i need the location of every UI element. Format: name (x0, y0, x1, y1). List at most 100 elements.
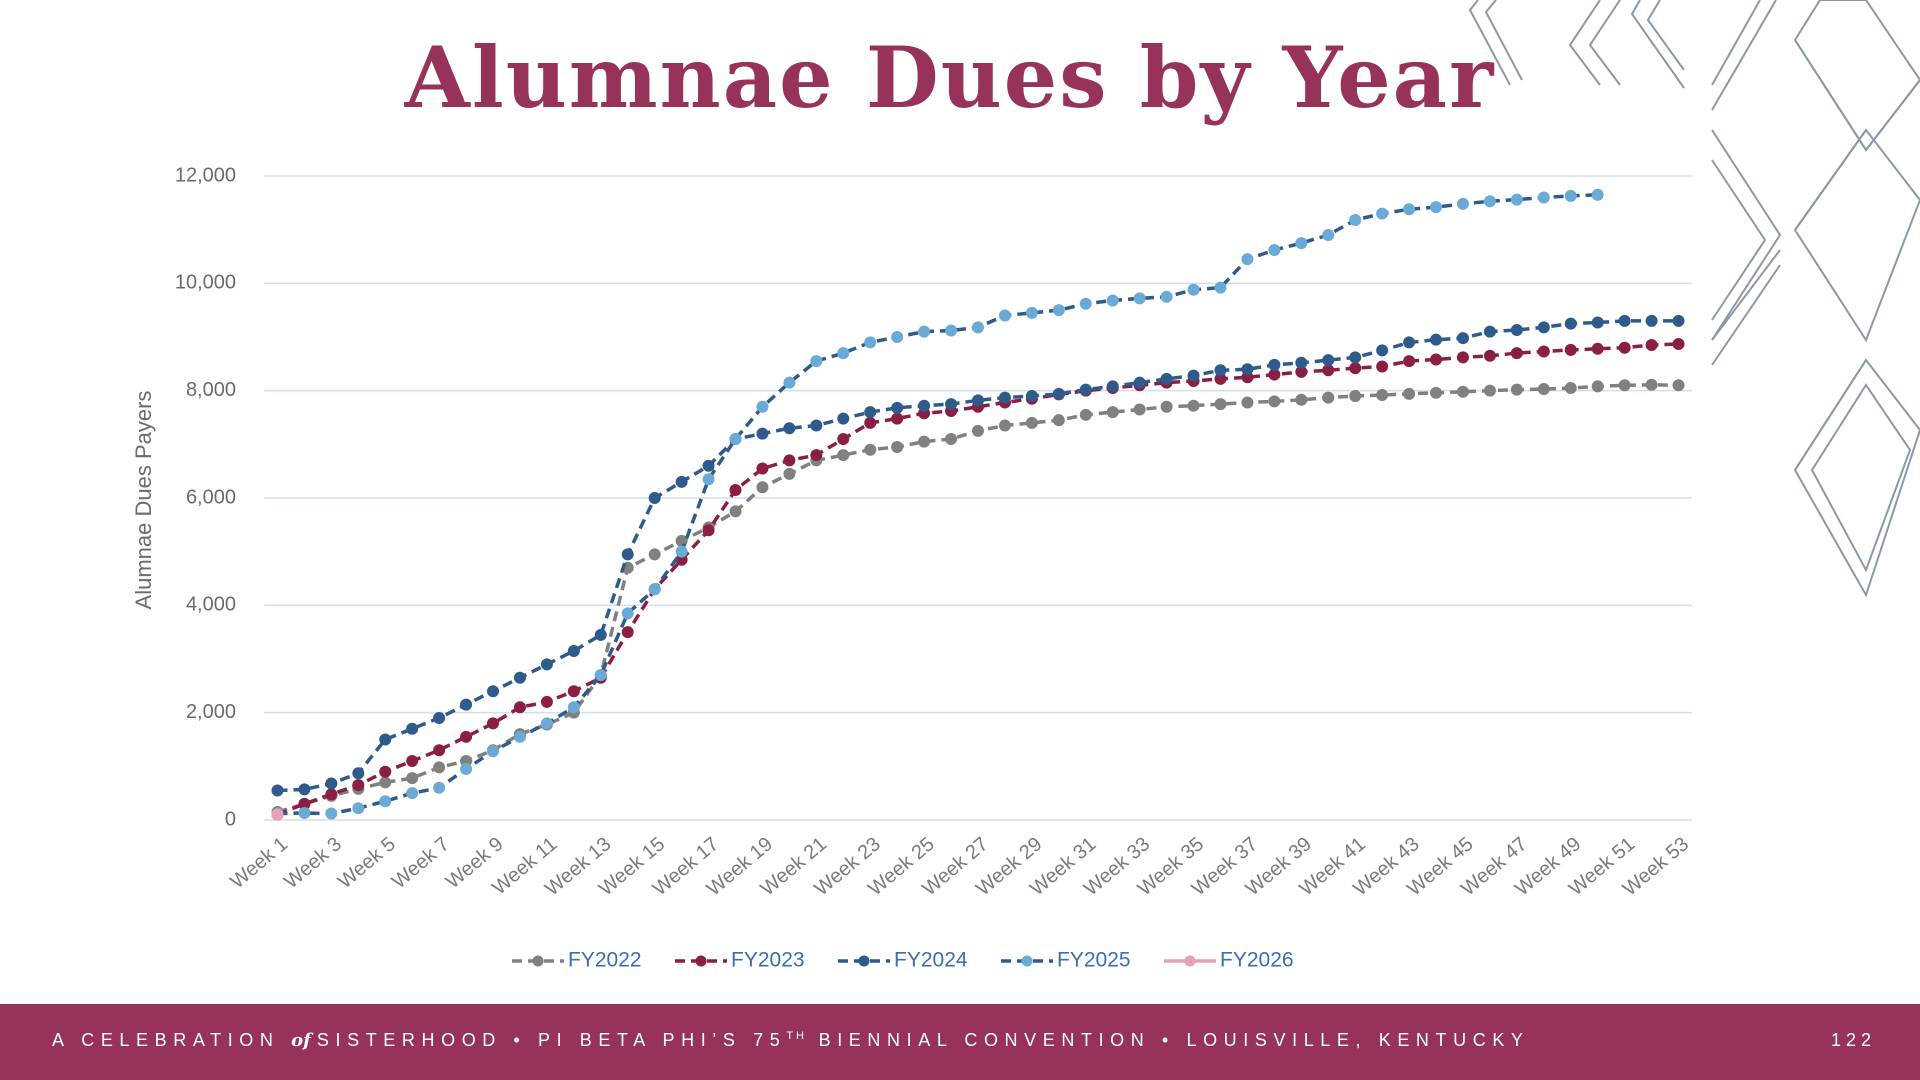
data-point (810, 355, 823, 368)
data-point (1133, 292, 1146, 305)
data-point (1295, 393, 1308, 406)
footer-part: TH (786, 1030, 807, 1042)
data-point (352, 767, 365, 780)
data-point (1214, 364, 1227, 377)
data-point (1564, 343, 1577, 356)
data-point (1483, 384, 1496, 397)
data-point (702, 524, 715, 537)
data-point (918, 325, 931, 338)
legend-marker (695, 955, 707, 967)
series-line (276, 342, 1679, 817)
data-point (487, 717, 500, 730)
data-point (783, 454, 796, 467)
data-point (567, 701, 580, 714)
data-point (379, 795, 392, 808)
series-line (277, 193, 1598, 816)
footer-part: BIENNIAL CONVENTION • LOUISVILLE, KENTUC… (807, 1030, 1530, 1050)
data-point (729, 505, 742, 518)
data-point (1322, 229, 1335, 242)
data-point (756, 400, 769, 413)
data-point (1052, 387, 1065, 400)
slide-title: Alumnae Dues by Year (404, 28, 1496, 127)
footer-part: SISTERHOOD • PI BETA PHI’S 75 (316, 1030, 787, 1050)
footer-part: of (291, 1030, 311, 1051)
data-point (325, 807, 338, 820)
data-point (1510, 193, 1523, 206)
data-point (1241, 363, 1254, 376)
data-point (1052, 414, 1065, 427)
data-point (1376, 388, 1389, 401)
data-point (1591, 316, 1604, 329)
data-point (1618, 314, 1631, 327)
y-tick-label: 8,000 (186, 379, 236, 401)
data-point (406, 787, 419, 800)
data-point (1268, 358, 1281, 371)
data-point (1618, 341, 1631, 354)
data-point (1537, 383, 1550, 396)
data-point (1322, 354, 1335, 367)
data-point (1403, 387, 1416, 400)
data-point (1591, 380, 1604, 393)
legend-label: FY2025 (1057, 949, 1131, 972)
x-tick-label: Week 7 (388, 833, 454, 893)
data-point (945, 398, 958, 411)
data-point (648, 492, 661, 504)
data-point (783, 422, 796, 435)
data-point (648, 548, 661, 561)
data-point (325, 777, 338, 790)
data-point (1349, 390, 1362, 403)
data-point (1241, 253, 1254, 266)
data-point (998, 419, 1011, 432)
chart: Alumnae Dues Payers 0 2,000 4,000 6,000 8,00… (131, 164, 1693, 972)
data-point (487, 745, 500, 758)
data-point (1376, 344, 1389, 357)
data-point (1079, 383, 1092, 396)
data-point (1025, 306, 1038, 319)
data-point (433, 712, 446, 725)
data-point (1510, 324, 1523, 337)
data-point (1322, 364, 1335, 377)
data-point (1160, 400, 1173, 413)
data-point (918, 435, 931, 448)
data-point (540, 658, 553, 671)
data-point (1268, 244, 1281, 257)
data-point (406, 772, 419, 785)
data-point (648, 583, 661, 596)
y-tick-label: 2,000 (186, 701, 236, 723)
data-point (621, 548, 634, 561)
data-point (1376, 207, 1389, 220)
legend-marker (532, 955, 544, 967)
data-point (1214, 281, 1227, 294)
data-point (1241, 396, 1254, 409)
data-point (810, 419, 823, 432)
data-point (433, 781, 446, 794)
data-point (864, 443, 877, 456)
data-point (1106, 380, 1119, 393)
data-point (1645, 378, 1658, 391)
legend-label: FY2023 (731, 949, 805, 972)
data-point (1349, 214, 1362, 227)
data-point (1591, 342, 1604, 355)
data-point (1187, 369, 1200, 382)
y-tick-label: 4,000 (186, 594, 236, 616)
y-tick-label: 12,000 (175, 164, 236, 186)
data-point (1295, 237, 1308, 250)
data-point (810, 449, 823, 462)
data-point (1079, 297, 1092, 310)
data-point (1456, 351, 1469, 364)
data-point (1160, 290, 1173, 303)
data-point (352, 779, 365, 792)
data-point (621, 607, 634, 620)
data-point (1322, 391, 1335, 404)
data-point (756, 462, 769, 475)
data-point (1430, 201, 1443, 214)
data-point (918, 399, 931, 412)
series-line (277, 319, 1679, 793)
data-point (1618, 379, 1631, 392)
x-tick-label: Week 3 (280, 833, 346, 893)
data-point (1672, 314, 1685, 327)
data-point (460, 698, 473, 711)
footer-band: A CELEBRATION of SISTERHOOD • PI BETA PHI… (0, 1004, 1920, 1080)
data-point (1376, 360, 1389, 373)
